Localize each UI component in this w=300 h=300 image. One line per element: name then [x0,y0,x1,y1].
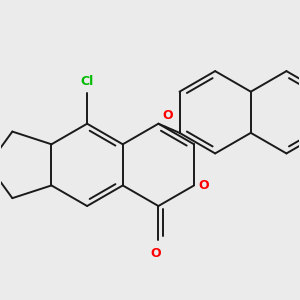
Text: O: O [199,179,209,192]
Text: O: O [151,247,161,260]
Text: Cl: Cl [80,75,94,88]
Text: O: O [162,109,173,122]
